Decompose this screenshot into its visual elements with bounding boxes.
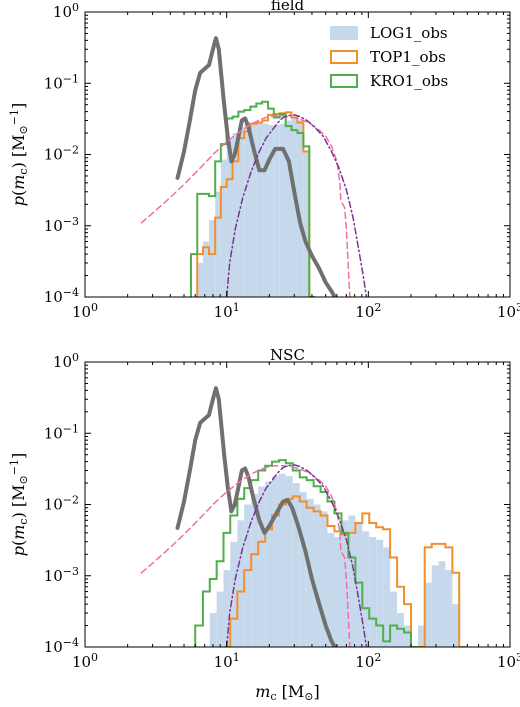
y-tick-label: 10−4 [44, 286, 79, 306]
bar-log1_obs [341, 520, 349, 647]
bar-log1_obs [223, 570, 231, 647]
bar-log1_obs [238, 127, 245, 297]
x-tick-label: 101 [214, 651, 240, 671]
x-tick-label: 101 [214, 301, 240, 321]
bar-log1_obs [265, 481, 273, 647]
bar-log1_obs [226, 139, 233, 297]
bar-log1_obs [220, 159, 227, 297]
bar-log1_obs [230, 541, 238, 647]
y-tick-label: 10−2 [44, 144, 79, 164]
bar-log1_obs [376, 539, 384, 647]
bar-log1_obs [431, 565, 439, 647]
x-tick-label: 100 [72, 301, 98, 321]
x-tick-label: 100 [72, 651, 98, 671]
bar-log1_obs [258, 486, 266, 647]
bar-log1_obs [256, 122, 263, 297]
bar-log1_obs [303, 151, 310, 297]
bar-log1_obs [273, 124, 280, 297]
bar-log1_obs [445, 570, 453, 647]
ticks [84, 361, 511, 648]
y-tick-label: 100 [53, 351, 79, 371]
bar-log1_obs [362, 531, 370, 647]
bar-log1_obs [404, 625, 411, 647]
x-axis-label: mc [M⊙] [255, 682, 320, 703]
legend-label-top1_obs: TOP1_obs [370, 48, 446, 66]
bar-log1_obs [297, 120, 304, 297]
legend-swatch-log1_obs [330, 26, 358, 40]
bar-log1_obs [355, 522, 363, 647]
bar-log1_obs [244, 123, 251, 297]
bar-log1_obs [285, 120, 292, 297]
solid-model-line [175, 386, 337, 647]
y-tick-label: 10−1 [44, 72, 79, 92]
bar-log1_obs [232, 133, 239, 297]
bar-log1_obs [313, 504, 321, 647]
dashdot-model-line [225, 464, 368, 647]
panel-title: field [271, 0, 305, 14]
bar-log1_obs [285, 476, 293, 647]
bar-log1_obs [216, 591, 224, 647]
dashdot-model-line [225, 114, 368, 297]
y-tick-label: 10−3 [44, 215, 79, 235]
bar-log1_obs [215, 191, 221, 297]
bar-log1_obs [334, 536, 342, 647]
bar-log1_obs [292, 483, 300, 647]
bar-log1_obs [424, 582, 432, 647]
bar-log1_obs [390, 591, 398, 647]
bar-log1_obs [251, 494, 259, 647]
legend-swatch-kro1_obs [330, 74, 358, 88]
bar-log1_obs [237, 520, 245, 647]
step-kro1_obs [189, 100, 315, 297]
bar-log1_obs [438, 561, 446, 647]
bar-log1_obs [250, 122, 257, 297]
bar-log1_obs [291, 116, 298, 297]
plot-area [140, 386, 467, 647]
y-tick-label: 10−2 [44, 494, 79, 514]
legend: LOG1_obs TOP1_obs KRO1_obs [330, 24, 448, 90]
bar-log1_obs [327, 532, 335, 647]
solid-model-line [175, 36, 337, 297]
x-tick-label: 102 [355, 651, 381, 671]
y-tick-label: 100 [53, 1, 79, 21]
bar-log1_obs [208, 220, 216, 297]
x-tick-label: 102 [355, 301, 381, 321]
step-kro1_obs [194, 459, 418, 647]
ticks [84, 11, 511, 298]
bar-log1_obs [452, 604, 460, 647]
plot-area [140, 36, 368, 297]
bar-log1_obs [383, 547, 391, 647]
bar-log1_obs [348, 515, 356, 647]
y-axis-label: p(mc) [M⊙−1] [8, 103, 30, 206]
bar-log1_obs [299, 491, 307, 647]
panel-title: NSC [270, 346, 305, 364]
bar-log1_obs [262, 123, 269, 297]
bar-log1_obs [417, 625, 425, 647]
bar-log1_obs [320, 511, 328, 647]
bar-log1_obs [244, 504, 252, 647]
panel-field: 100 101 102 103 10−4 10−3 10−2 10−1 100 field p(mc… [8, 0, 520, 321]
bar-log1_obs [202, 241, 209, 297]
bar-log1_obs [268, 124, 274, 297]
panel-nsc: 100 101 102 103 10−4 10−3 10−2 10−1 100 NSC p(mc) … [8, 346, 520, 703]
bar-log1_obs [279, 123, 286, 297]
y-tick-label: 10−3 [44, 565, 79, 585]
x-tick-label: 103 [497, 651, 520, 671]
x-tick-label: 103 [497, 301, 520, 321]
y-tick-label: 10−4 [44, 636, 79, 656]
bar-log1_obs [197, 263, 203, 297]
legend-label-log1_obs: LOG1_obs [370, 24, 448, 42]
bar-log1_obs [369, 536, 377, 647]
legend-swatch-top1_obs [330, 50, 358, 64]
bar-log1_obs [397, 613, 405, 647]
bar-log1_obs [272, 476, 279, 647]
bar-log1_obs [209, 613, 217, 647]
legend-label-kro1_obs: KRO1_obs [370, 72, 448, 90]
y-tick-label: 10−1 [44, 422, 79, 442]
bar-log1_obs [278, 473, 286, 647]
y-axis-label: p(mc) [M⊙−1] [8, 453, 30, 556]
